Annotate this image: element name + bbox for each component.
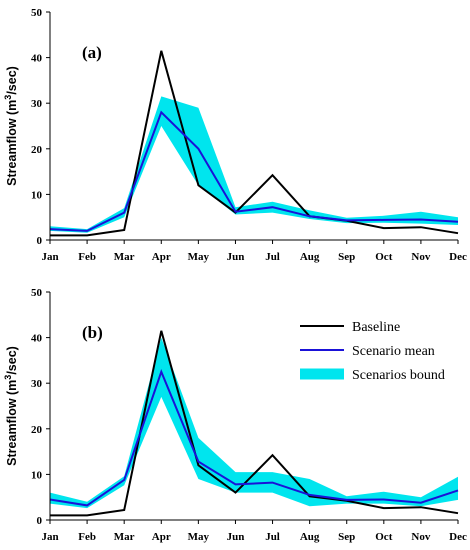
baseline-line bbox=[50, 50, 459, 237]
x-tick-label: Dec bbox=[449, 531, 467, 543]
x-tick-label: Jul bbox=[265, 251, 280, 263]
y-tick-label: 0 bbox=[37, 235, 43, 247]
x-tick-label: Nov bbox=[411, 251, 430, 263]
y-axis-label: Streamflow (m3/sec) bbox=[3, 346, 19, 466]
y-tick-label: 40 bbox=[31, 53, 43, 65]
legend-baseline-label: Baseline bbox=[352, 320, 400, 335]
scenario-mean-line bbox=[49, 110, 459, 232]
x-tick-label: Jul bbox=[265, 531, 280, 543]
x-tick-label: Aug bbox=[300, 251, 320, 263]
x-tick-label: Apr bbox=[152, 531, 171, 543]
y-tick-label: 0 bbox=[37, 515, 43, 527]
x-tick-label: Jun bbox=[227, 531, 245, 543]
y-tick-label: 40 bbox=[31, 333, 43, 345]
panel-label: (b) bbox=[82, 323, 103, 342]
y-tick-label: 30 bbox=[31, 98, 43, 110]
panel-a: 0 10 20 30 40 50 Jan Feb Mar Apr May Jun Jul Aug Sep Oc… bbox=[3, 7, 467, 263]
x-tick-label: Jan bbox=[41, 251, 58, 263]
legend-scenario-mean-label: Scenario mean bbox=[352, 344, 435, 359]
panel-label: (a) bbox=[82, 43, 102, 62]
x-tick-label: May bbox=[188, 531, 210, 543]
x-tick-label: Nov bbox=[411, 531, 430, 543]
y-axis-label: Streamflow (m3/sec) bbox=[3, 66, 19, 186]
y-tick-label: 30 bbox=[31, 378, 43, 390]
legend-scenarios-bound-label: Scenarios bound bbox=[352, 368, 445, 383]
x-tick-label: Sep bbox=[338, 531, 355, 543]
x-tick-label: Jun bbox=[227, 251, 245, 263]
y-tick-label: 20 bbox=[31, 144, 43, 156]
scenario-mean-line bbox=[49, 368, 459, 507]
y-tick-label: 50 bbox=[31, 7, 43, 19]
x-tick-label: Feb bbox=[78, 531, 96, 543]
x-tick-label: Dec bbox=[449, 251, 467, 263]
x-tick-label: Jan bbox=[41, 531, 58, 543]
x-tick-label: Sep bbox=[338, 251, 355, 263]
x-tick-label: Apr bbox=[152, 251, 171, 263]
scenarios-bound-band bbox=[50, 96, 458, 233]
x-tick-label: Mar bbox=[114, 531, 135, 543]
x-tick-label: Mar bbox=[114, 251, 135, 263]
y-tick-label: 10 bbox=[31, 469, 43, 481]
y-tick-label: 10 bbox=[31, 189, 43, 201]
x-tick-label: Oct bbox=[375, 251, 392, 263]
x-tick-label: Feb bbox=[78, 251, 96, 263]
baseline-line bbox=[50, 330, 459, 517]
y-tick-label: 20 bbox=[31, 424, 43, 436]
x-tick-label: May bbox=[188, 251, 210, 263]
legend: Baseline Scenario mean Scenarios bound bbox=[300, 320, 445, 383]
x-tick-label: Aug bbox=[300, 531, 320, 543]
y-tick-label: 50 bbox=[31, 287, 43, 299]
panel-b: 0 10 20 30 40 50 Jan Feb Mar Apr May Jun Jul Aug Sep Oc… bbox=[3, 287, 467, 543]
x-tick-label: Oct bbox=[375, 531, 392, 543]
